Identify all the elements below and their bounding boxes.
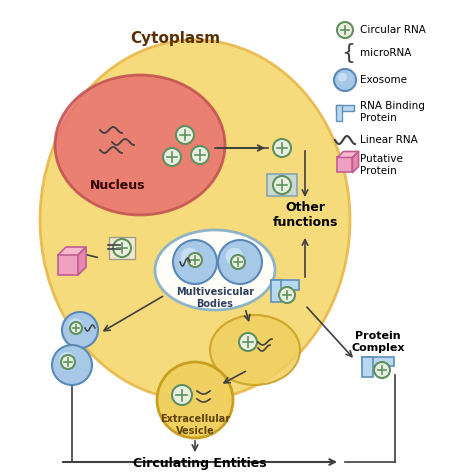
FancyBboxPatch shape xyxy=(271,280,299,290)
Circle shape xyxy=(226,248,243,265)
Circle shape xyxy=(231,255,245,269)
FancyBboxPatch shape xyxy=(362,357,394,366)
Ellipse shape xyxy=(55,75,225,215)
Text: Multivesicular
Bodies: Multivesicular Bodies xyxy=(176,287,254,309)
Circle shape xyxy=(70,322,82,334)
Text: Putative
Protein: Putative Protein xyxy=(360,154,403,176)
Circle shape xyxy=(173,240,217,284)
Text: {: { xyxy=(341,43,355,63)
Circle shape xyxy=(68,318,82,333)
Text: Circular RNA: Circular RNA xyxy=(360,25,426,35)
Circle shape xyxy=(338,73,346,82)
Ellipse shape xyxy=(155,230,275,310)
Polygon shape xyxy=(78,247,86,275)
Circle shape xyxy=(218,240,262,284)
Circle shape xyxy=(113,239,131,257)
Circle shape xyxy=(62,312,98,348)
Circle shape xyxy=(181,248,198,265)
Circle shape xyxy=(52,345,92,385)
Circle shape xyxy=(191,146,209,164)
FancyBboxPatch shape xyxy=(337,158,353,173)
Circle shape xyxy=(188,253,202,267)
Circle shape xyxy=(279,287,295,303)
Text: Circulating Entities: Circulating Entities xyxy=(133,456,267,470)
FancyBboxPatch shape xyxy=(267,174,297,196)
Circle shape xyxy=(61,355,75,369)
Circle shape xyxy=(59,352,75,368)
Polygon shape xyxy=(353,151,358,173)
Polygon shape xyxy=(58,247,86,255)
Ellipse shape xyxy=(210,315,300,385)
Circle shape xyxy=(337,22,353,38)
Circle shape xyxy=(273,176,291,194)
Text: Protein
Complex: Protein Complex xyxy=(351,331,405,353)
Text: Exosome: Exosome xyxy=(360,75,407,85)
Text: Extracellular
Vesicle: Extracellular Vesicle xyxy=(160,414,230,436)
Text: Linear RNA: Linear RNA xyxy=(360,135,418,145)
FancyBboxPatch shape xyxy=(336,105,342,121)
Text: Nucleus: Nucleus xyxy=(90,178,146,192)
FancyBboxPatch shape xyxy=(109,237,135,259)
Circle shape xyxy=(334,69,356,91)
Text: Other
functions: Other functions xyxy=(272,201,337,229)
FancyBboxPatch shape xyxy=(58,255,78,275)
Circle shape xyxy=(163,148,181,166)
Text: Cytoplasm: Cytoplasm xyxy=(130,30,220,45)
FancyBboxPatch shape xyxy=(336,105,354,111)
Polygon shape xyxy=(337,151,358,158)
Text: microRNA: microRNA xyxy=(360,48,411,58)
Ellipse shape xyxy=(40,40,350,400)
FancyBboxPatch shape xyxy=(271,280,281,302)
Circle shape xyxy=(172,385,192,405)
Circle shape xyxy=(176,126,194,144)
Circle shape xyxy=(157,362,233,438)
FancyBboxPatch shape xyxy=(362,357,373,377)
Circle shape xyxy=(239,333,257,351)
Circle shape xyxy=(273,139,291,157)
Circle shape xyxy=(374,362,390,378)
Text: RNA Binding
Protein: RNA Binding Protein xyxy=(360,101,425,123)
